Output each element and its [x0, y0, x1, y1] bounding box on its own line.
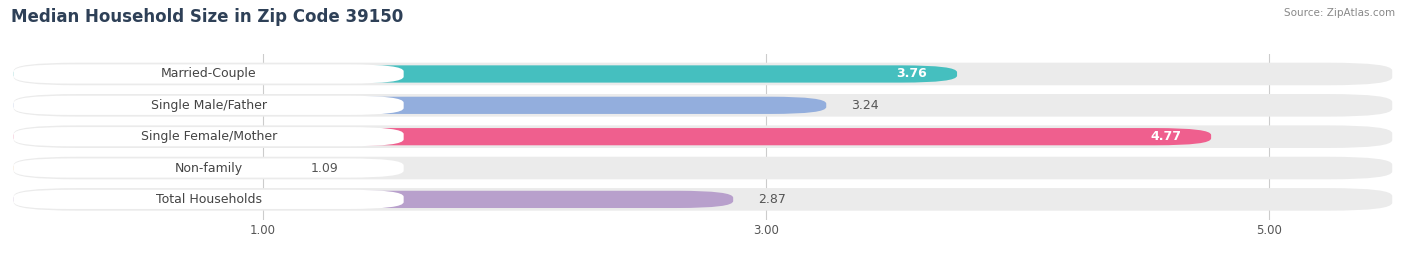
FancyBboxPatch shape [14, 94, 1392, 117]
FancyBboxPatch shape [14, 158, 404, 178]
FancyBboxPatch shape [14, 157, 1392, 179]
FancyBboxPatch shape [14, 188, 1392, 211]
Text: 2.87: 2.87 [758, 193, 786, 206]
FancyBboxPatch shape [14, 128, 1211, 145]
FancyBboxPatch shape [14, 125, 1392, 148]
Text: Single Male/Father: Single Male/Father [150, 99, 267, 112]
Text: Median Household Size in Zip Code 39150: Median Household Size in Zip Code 39150 [11, 8, 404, 26]
Text: Single Female/Mother: Single Female/Mother [141, 130, 277, 143]
Text: Married-Couple: Married-Couple [160, 68, 256, 80]
FancyBboxPatch shape [14, 65, 957, 83]
Text: Non-family: Non-family [174, 162, 243, 174]
Text: 1.09: 1.09 [311, 162, 339, 174]
Text: 3.24: 3.24 [852, 99, 879, 112]
FancyBboxPatch shape [14, 190, 404, 209]
FancyBboxPatch shape [14, 127, 404, 146]
FancyBboxPatch shape [14, 97, 827, 114]
FancyBboxPatch shape [14, 159, 285, 177]
FancyBboxPatch shape [14, 63, 1392, 85]
Text: 3.76: 3.76 [896, 68, 927, 80]
Text: 4.77: 4.77 [1150, 130, 1181, 143]
FancyBboxPatch shape [14, 191, 733, 208]
Text: Total Households: Total Households [156, 193, 262, 206]
Text: Source: ZipAtlas.com: Source: ZipAtlas.com [1284, 8, 1395, 18]
FancyBboxPatch shape [14, 64, 404, 84]
FancyBboxPatch shape [14, 96, 404, 115]
